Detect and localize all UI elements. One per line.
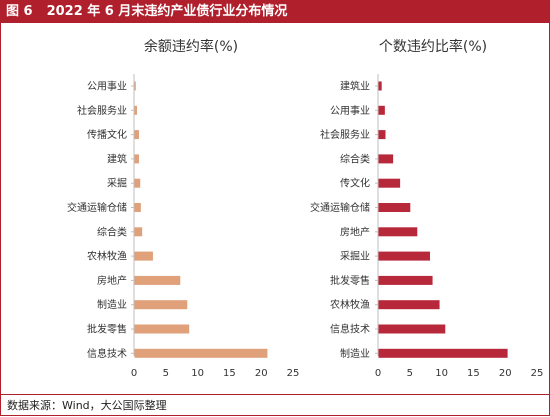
bar (134, 348, 268, 358)
category-label: 社会服务业 (320, 128, 370, 141)
category-label: 综合类 (340, 152, 370, 165)
category-label: 制造业 (340, 347, 370, 360)
x-tick-label: 20 (255, 368, 268, 379)
source-note: 数据来源：Wind，大公国际整理 (7, 399, 167, 412)
category-label: 信息技术 (330, 323, 370, 336)
bar (134, 300, 188, 310)
category-label: 传播文化 (87, 128, 127, 141)
bar (378, 227, 418, 237)
bar (134, 251, 153, 261)
bar (134, 130, 139, 140)
category-label: 交通运输仓储 (310, 201, 370, 214)
bar (378, 251, 431, 261)
category-label: 公用事业 (87, 80, 127, 93)
bar (134, 227, 143, 237)
bar (134, 81, 136, 91)
x-tick-label: 15 (223, 368, 236, 379)
bar (378, 154, 394, 164)
bar (378, 324, 446, 334)
category-label: 采掘业 (340, 250, 370, 263)
bar (134, 105, 138, 115)
figure-number: 图 6 (6, 4, 33, 19)
x-tick-label: 0 (131, 368, 137, 379)
figure-header: 图 6 2022 年 6 月末违约产业债行业分布情况 (1, 1, 550, 23)
category-label: 制造业 (97, 298, 127, 311)
chart-panel-left: 余额违约率(%) 公用事业社会服务业传播文化建筑采掘交通运输仓储综合类农林牧渔房地… (67, 38, 299, 379)
x-tick-label: 25 (531, 368, 544, 379)
chart-title: 余额违约率(%) (144, 38, 238, 55)
category-label: 房地产 (97, 274, 127, 287)
charts-svg: 余额违约率(%)公用事业社会服务业传播文化建筑采掘交通运输仓储综合类农林牧渔房地… (67, 38, 543, 379)
category-label: 批发零售 (330, 274, 370, 287)
bar (134, 203, 141, 212)
category-label: 信息技术 (87, 347, 127, 360)
bar (378, 275, 433, 285)
category-label: 采掘 (107, 177, 127, 190)
x-tick-label: 5 (163, 368, 169, 379)
bar (134, 275, 181, 285)
category-label: 农林牧渔 (87, 250, 127, 263)
figure-footer: 数据来源：Wind，大公国际整理 (1, 394, 550, 417)
chart-title: 个数违约比率(%) (379, 38, 487, 55)
category-label: 交通运输仓储 (67, 201, 127, 214)
bar (134, 324, 190, 334)
category-label: 社会服务业 (77, 104, 127, 117)
figure-title: 2022 年 6 月末违约产业债行业分布情况 (46, 4, 288, 19)
bar (378, 178, 401, 188)
category-label: 传文化 (340, 177, 370, 190)
chart-panel-right: 个数违约比率(%) 建筑业公用事业社会服务业综合类传文化交通运输仓储房地产采掘业批… (310, 38, 543, 379)
category-label: 批发零售 (87, 323, 127, 336)
x-tick-label: 10 (191, 368, 204, 379)
x-tick-label: 15 (467, 368, 480, 379)
category-label: 公用事业 (330, 104, 370, 117)
x-tick-label: 25 (287, 368, 300, 379)
x-tick-label: 20 (499, 368, 512, 379)
bar (378, 81, 382, 91)
bar (378, 348, 508, 358)
bar (378, 300, 440, 310)
category-label: 建筑业 (340, 80, 370, 93)
bar (378, 105, 385, 115)
bar (134, 178, 141, 188)
category-label: 综合类 (97, 225, 127, 238)
x-tick-label: 10 (435, 368, 448, 379)
bar (134, 154, 139, 164)
bar (378, 130, 386, 140)
category-label: 建筑 (107, 152, 127, 165)
category-label: 农林牧渔 (330, 298, 370, 311)
x-tick-label: 5 (407, 368, 413, 379)
bar (378, 203, 411, 212)
x-tick-label: 0 (375, 368, 381, 379)
category-label: 房地产 (340, 225, 370, 238)
